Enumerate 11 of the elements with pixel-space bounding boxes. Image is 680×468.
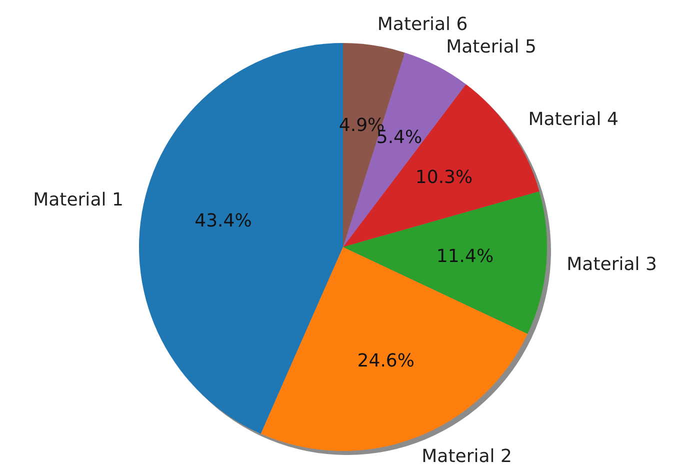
data-label: 43.4% xyxy=(194,210,252,232)
data-label: 10.3% xyxy=(415,166,473,188)
pie-slice xyxy=(343,191,547,334)
slice-label: Material 3 xyxy=(566,254,657,276)
slice-label: Material 5 xyxy=(446,36,536,58)
data-label: 11.4% xyxy=(436,246,494,267)
data-label: 24.6% xyxy=(357,350,414,372)
slice-label: Material 4 xyxy=(528,109,619,130)
slice-label: Material 2 xyxy=(422,446,512,468)
slice-label: Material 6 xyxy=(377,14,468,36)
slice-label: Material 1 xyxy=(33,190,124,211)
